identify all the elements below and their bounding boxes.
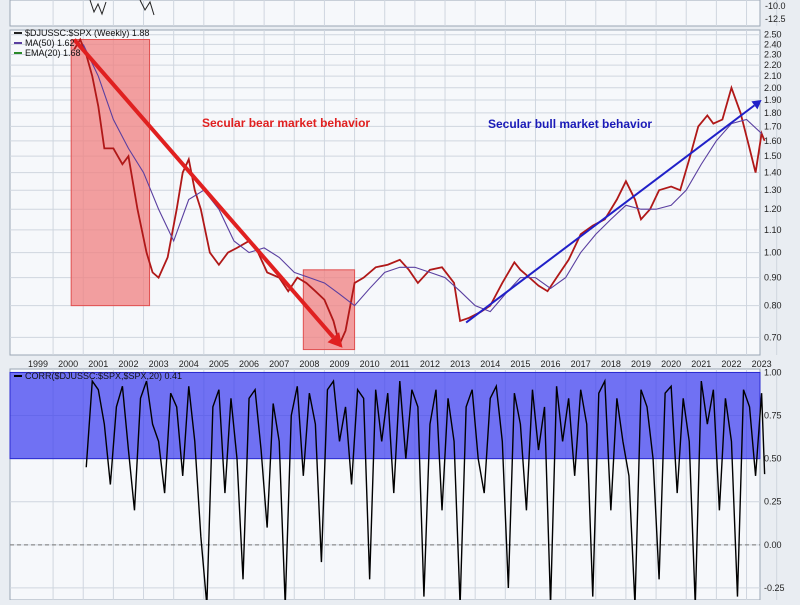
x-tick-year: 2018 — [601, 359, 621, 369]
corr-y-tick: 0.50 — [764, 454, 782, 464]
legend-ema20: EMA(20) 1.68 — [25, 48, 81, 58]
main-y-tick: 1.60 — [764, 136, 782, 146]
main-y-tick: 2.40 — [764, 39, 782, 49]
x-tick-year: 2005 — [209, 359, 229, 369]
main-y-tick: 0.70 — [764, 332, 782, 342]
corr-y-tick: 0.75 — [764, 411, 782, 421]
corr-y-tick: 0.25 — [764, 497, 782, 507]
main-y-tick: 2.00 — [764, 83, 782, 93]
main-series-1 — [82, 44, 762, 313]
x-tick-year: 2015 — [510, 359, 530, 369]
x-tick-year: 2016 — [541, 359, 561, 369]
legend-corr: CORR($DJUSSC:$SPX,$SPX,20) 0.41 — [25, 371, 182, 381]
main-y-tick: 1.10 — [764, 225, 782, 235]
x-tick-year: 2003 — [149, 359, 169, 369]
main-y-tick: 0.90 — [764, 273, 782, 283]
main-y-tick: 1.00 — [764, 248, 782, 258]
x-tick-year: 2013 — [450, 359, 470, 369]
corr-highlight-band — [9, 371, 761, 460]
main-y-tick: 2.20 — [764, 60, 782, 70]
main-y-tick: 1.20 — [764, 204, 782, 214]
main-y-tick: 0.80 — [764, 301, 782, 311]
main-y-tick: 2.30 — [764, 50, 782, 60]
correlation-panel: 1.00 0.75 0.50 0.25 0.00 -0.25 CORR($DJUSSC:$… — [9, 367, 785, 605]
corr-y-tick: 1.00 — [764, 367, 782, 377]
corr-y-axis: 1.00 0.75 0.50 0.25 0.00 -0.25 — [764, 367, 785, 592]
x-tick-year: 2011 — [390, 359, 409, 369]
x-tick-year: 2006 — [239, 359, 259, 369]
main-y-tick: 1.40 — [764, 168, 782, 178]
corr-y-tick: 0.00 — [764, 540, 782, 550]
main-series-0 — [73, 37, 766, 347]
x-tick-year: 2001 — [88, 359, 108, 369]
bull-trend-arrowhead — [751, 99, 762, 110]
x-tick-year: 2008 — [299, 359, 319, 369]
top-y-tick-b: -12.5 — [765, 14, 786, 24]
x-tick-year: 2020 — [661, 359, 681, 369]
x-tick-year: 2010 — [360, 359, 380, 369]
top-indicator-line-b — [139, 0, 155, 16]
main-price-panel: 2.502.402.302.202.10 2.00 1.90 1.80 1.70 1.60… — [9, 28, 782, 356]
main-y-tick: 1.30 — [764, 185, 782, 195]
x-tick-year: 2019 — [631, 359, 651, 369]
x-tick-year: 1999 — [28, 359, 48, 369]
x-tick-year: 2012 — [420, 359, 440, 369]
corr-y-tick: -0.25 — [764, 583, 785, 593]
x-tick-year: 2021 — [691, 359, 711, 369]
main-y-tick: 1.90 — [764, 95, 782, 105]
bull-trend-arrow — [465, 104, 756, 324]
x-tick-year: 2014 — [480, 359, 500, 369]
main-y-tick: 1.80 — [764, 108, 782, 118]
top-indicator-line-a — [89, 0, 107, 16]
top-indicator-panel: -10.0 -12.5 — [0, 0, 800, 28]
main-y-tick: 1.70 — [764, 121, 782, 131]
main-y-tick: 2.10 — [764, 71, 782, 81]
bear-trend-arrowhead — [327, 332, 343, 348]
bear-annotation: Secular bear market behavior — [202, 116, 370, 130]
main-y-axis: 2.502.402.302.202.10 2.00 1.90 1.80 1.70 1.60… — [764, 30, 782, 343]
year-x-axis: 1999 2000 2001 2002 2003 2004 2005 2006 2007 2008… — [28, 359, 772, 369]
x-tick-year: 2023 — [752, 359, 772, 369]
main-series-lines — [73, 37, 766, 347]
bear-trend-arrow — [72, 38, 335, 339]
x-tick-year: 2002 — [118, 359, 138, 369]
x-tick-year: 2009 — [329, 359, 349, 369]
legend-ma50: MA(50) 1.62 — [25, 38, 75, 48]
bull-annotation: Secular bull market behavior — [488, 117, 652, 131]
x-tick-year: 2000 — [58, 359, 78, 369]
x-tick-year: 2004 — [179, 359, 199, 369]
corr-series-0 — [85, 378, 766, 605]
x-tick-year: 2007 — [269, 359, 289, 369]
legend-price: $DJUSSC:$SPX (Weekly) 1.88 — [25, 28, 149, 38]
main-y-tick: 2.50 — [764, 30, 782, 40]
corr-series-line — [85, 378, 766, 605]
main-y-tick: 1.50 — [764, 151, 782, 161]
main-legend: $DJUSSC:$SPX (Weekly) 1.88 MA(50) 1.62 E… — [14, 28, 149, 58]
x-tick-year: 2022 — [721, 359, 741, 369]
x-tick-year: 2017 — [571, 359, 591, 369]
top-y-tick-a: -10.0 — [765, 1, 786, 11]
